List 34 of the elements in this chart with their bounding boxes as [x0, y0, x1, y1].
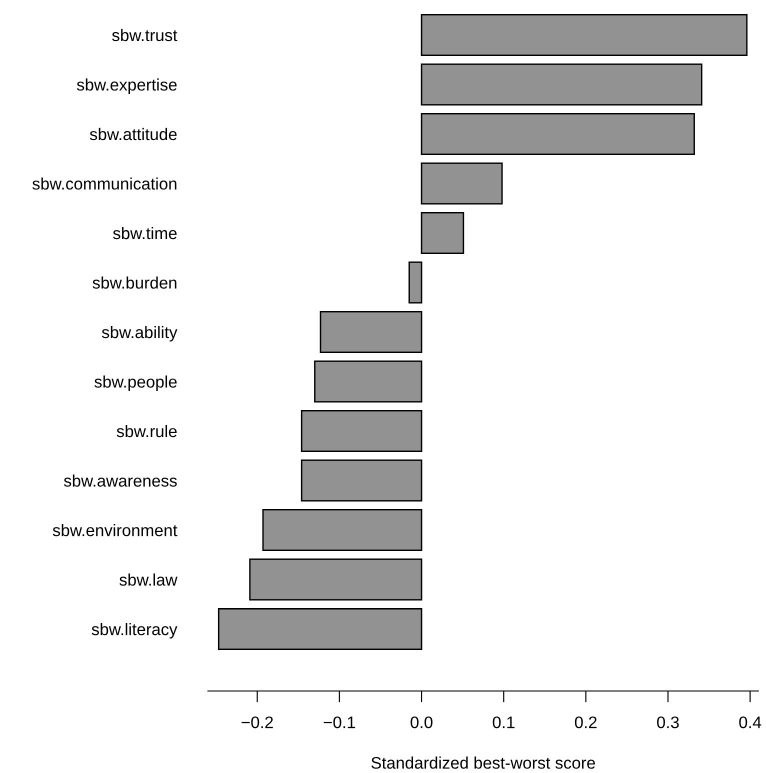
y-tick-label: sbw.people [94, 375, 177, 392]
bar [408, 262, 422, 304]
text: 0.0 [410, 716, 432, 728]
x-tick-label: −0.2 [242, 716, 273, 728]
bar [420, 63, 702, 106]
y-tick-label: sbw.burden [92, 276, 176, 289]
y-tick-label: sbw.rule [116, 424, 177, 438]
y-tick-label: sbw.awareness [64, 474, 177, 487]
y-tick-label: sbw.law [120, 574, 178, 586]
bar [320, 311, 422, 353]
bar [420, 112, 695, 155]
x-tick-label: 0.2 [574, 716, 597, 728]
x-tick-label: 0.4 [739, 716, 762, 728]
y-tick-label: sbw.expertise [76, 78, 177, 94]
x-axis-title: Standardized best-worst score [371, 756, 595, 769]
y-tick-label: sbw.environment [52, 524, 178, 536]
bar [300, 410, 422, 452]
y-tick-label: sbw.communication [32, 177, 176, 190]
bar [249, 558, 422, 601]
y-tick-label: sbw.literacy [92, 623, 178, 639]
y-tick-label: sbw.attitude [90, 128, 177, 140]
y-tick-label: sbw.ability [102, 326, 178, 342]
bar [314, 360, 422, 403]
x-tick-label: −0.1 [324, 716, 356, 728]
y-tick-label: sbw.trust [112, 28, 178, 42]
x-tick-label: 0.1 [492, 716, 514, 728]
bar [300, 460, 422, 502]
bar [420, 162, 503, 204]
x-tick-label: 0.3 [657, 716, 679, 728]
bar [420, 212, 464, 254]
bar [218, 608, 422, 650]
bar [420, 14, 748, 56]
y-tick-label: sbw.time [113, 226, 177, 240]
bar [262, 509, 422, 552]
